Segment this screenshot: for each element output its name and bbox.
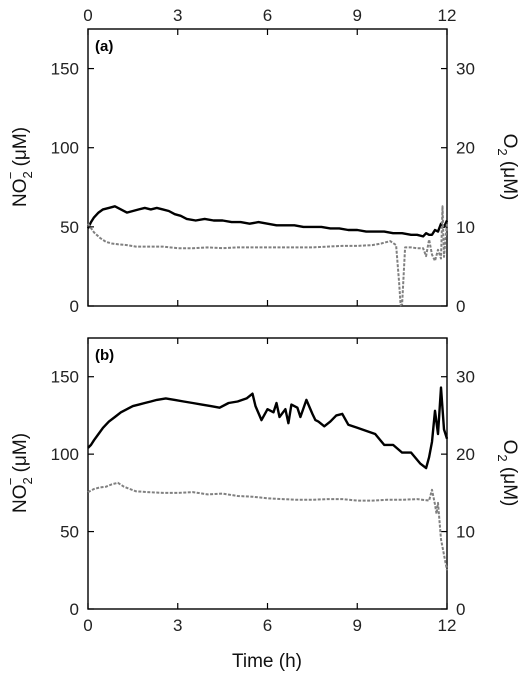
panel-b-xlabel: Time (h) [232, 651, 302, 672]
nitrite-series-line [87, 386, 449, 470]
y-right-tick-label: 30 [456, 60, 475, 79]
x-top-tick-label: 9 [353, 6, 362, 25]
y-left-tick-label: 150 [51, 60, 79, 79]
y-right-tick-label: 20 [456, 445, 475, 464]
oxygen-series-line [87, 205, 448, 307]
y-left-tick-label: 50 [60, 523, 79, 542]
x-bottom-tick-label: 3 [173, 616, 182, 635]
x-top-tick-label: 3 [173, 6, 182, 25]
y-right-tick-label: 10 [456, 523, 475, 542]
panel-b-left-ylabel: NO2− (μM) [3, 433, 35, 513]
panel-a-right-ylabel: O2 (μM) [495, 134, 520, 201]
y-right-tick-label: 0 [456, 600, 465, 619]
nitrite-series-line [86, 205, 449, 238]
x-top-tick-label: 12 [438, 6, 457, 25]
panel-a-left-ylabel: NO2− (μM) [3, 127, 35, 207]
y-left-tick-label: 100 [51, 139, 79, 158]
y-left-tick-label: 150 [51, 368, 79, 387]
y-left-tick-label: 100 [51, 445, 79, 464]
y-right-tick-label: 0 [456, 297, 465, 316]
oxygen-series-line [87, 481, 448, 571]
y-left-tick-label: 0 [70, 297, 79, 316]
y-left-tick-label: 50 [60, 218, 79, 237]
y-right-tick-label: 20 [456, 139, 475, 158]
x-top-tick-label: 0 [83, 6, 92, 25]
panel-a-label: (a) [95, 38, 113, 55]
panel-a-frame [87, 28, 448, 307]
y-right-tick-label: 30 [456, 368, 475, 387]
panel-b-frame [87, 337, 448, 610]
x-bottom-tick-label: 9 [353, 616, 362, 635]
x-top-tick-label: 6 [263, 6, 272, 25]
panel-a: (a) NO2− (μM) O2 (μM) 0 3 6 9 12 0 50 100 150 0 10… [3, 6, 520, 316]
panel-b-label: (b) [95, 347, 114, 364]
x-bottom-tick-label: 6 [263, 616, 272, 635]
y-right-tick-label: 10 [456, 218, 475, 237]
panel-b-right-ylabel: O2 (μM) [495, 440, 520, 507]
x-bottom-tick-label: 12 [438, 616, 457, 635]
panel-b: (b) NO2− (μM) O2 (μM) Time (h) 0 3 6 9 12050… [3, 337, 520, 672]
y-left-tick-label: 0 [70, 600, 79, 619]
x-bottom-tick-label: 0 [83, 616, 92, 635]
